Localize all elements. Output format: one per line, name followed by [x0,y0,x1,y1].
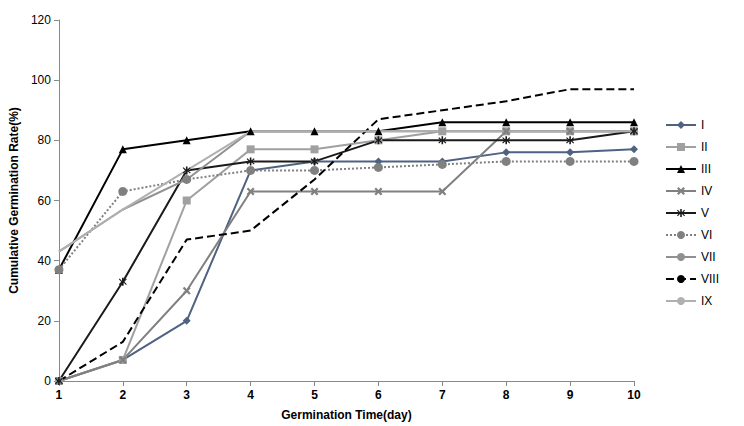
svg-text:4: 4 [247,388,254,402]
svg-text:120: 120 [31,13,51,27]
svg-text:VII: VII [701,250,716,264]
svg-text:20: 20 [38,314,52,328]
svg-text:Cumulative Germination Rate(%): Cumulative Germination Rate(%) [7,107,21,294]
svg-text:VI: VI [701,228,712,242]
svg-text:10: 10 [627,388,641,402]
svg-text:III: III [701,162,711,176]
svg-text:8: 8 [503,388,510,402]
svg-text:7: 7 [439,388,446,402]
svg-text:100: 100 [31,73,51,87]
svg-text:VIII: VIII [701,272,719,286]
svg-text:0: 0 [44,374,51,388]
svg-text:1: 1 [56,388,63,402]
svg-text:II: II [701,140,708,154]
svg-text:IX: IX [701,294,712,308]
svg-text:80: 80 [38,133,52,147]
svg-text:9: 9 [567,388,574,402]
svg-text:I: I [701,118,704,132]
svg-text:IV: IV [701,184,712,198]
svg-text:40: 40 [38,254,52,268]
svg-text:60: 60 [38,194,52,208]
svg-text:6: 6 [375,388,382,402]
svg-text:5: 5 [311,388,318,402]
svg-text:Germination Time(day): Germination Time(day) [281,408,411,422]
svg-text:V: V [701,206,709,220]
svg-text:3: 3 [183,388,190,402]
svg-text:2: 2 [119,388,126,402]
